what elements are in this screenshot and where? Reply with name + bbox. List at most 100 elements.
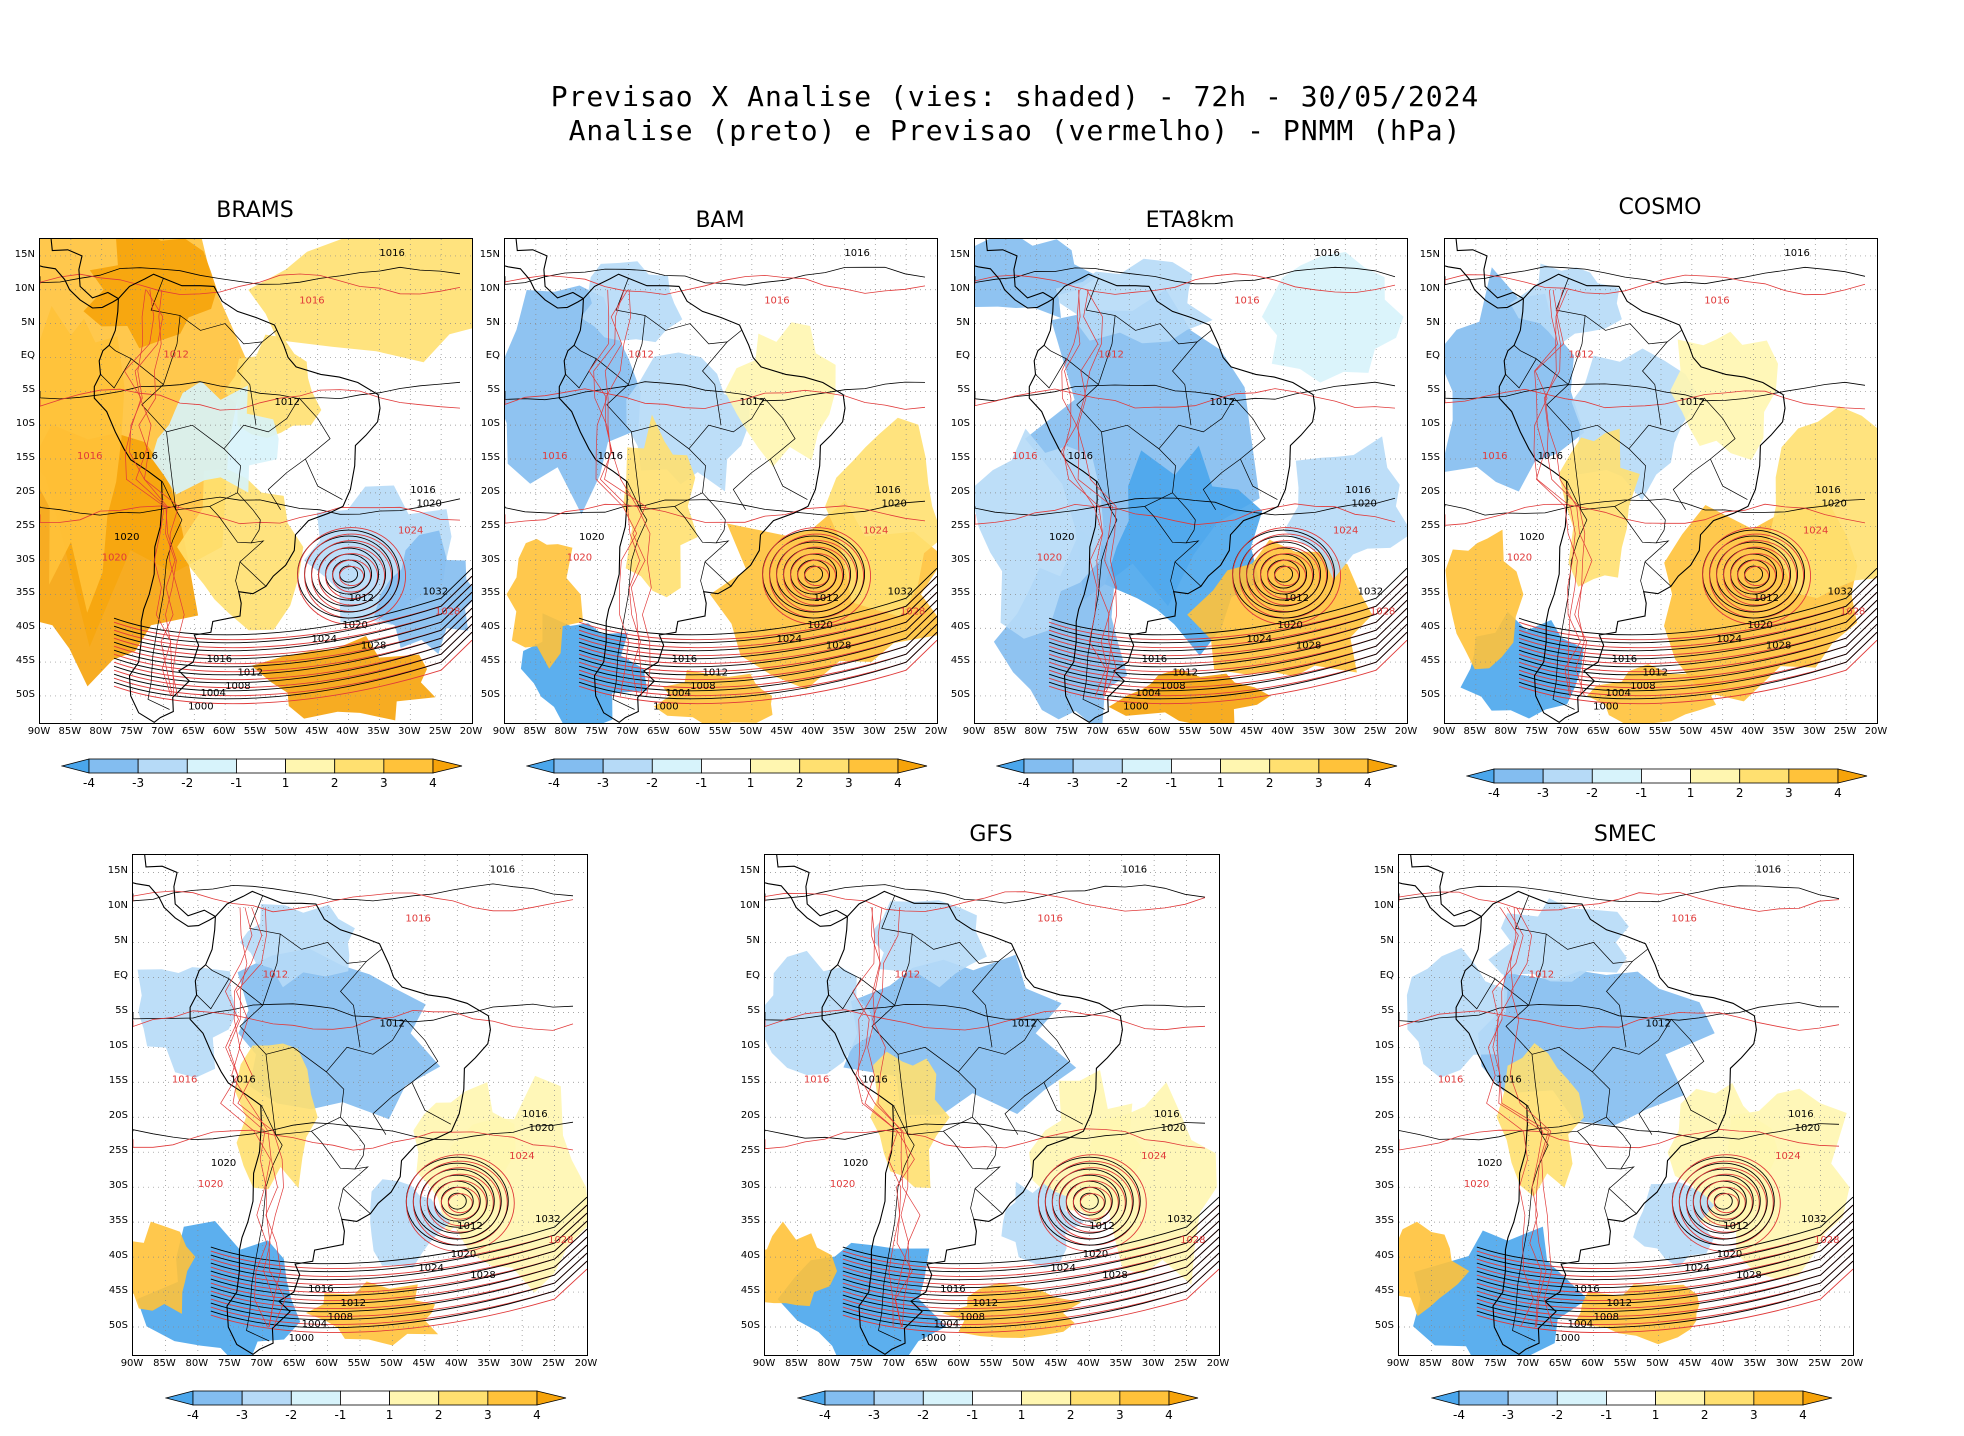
bias-area — [825, 417, 937, 617]
lat-tick-label: EQ — [485, 350, 500, 362]
lon-tick-label: 20W — [1840, 1358, 1864, 1369]
colorbar-label: -3 — [1067, 776, 1080, 790]
contour-label: 1024 — [1247, 634, 1272, 645]
lon-tick-label: 65W — [1548, 1358, 1572, 1369]
lat-tick-label: 15S — [740, 1075, 760, 1087]
colorbar-swatch — [602, 758, 653, 774]
lon-tick-label: 40W — [444, 1358, 468, 1369]
contour-label: 1016 — [1314, 248, 1339, 259]
colorbar-label: -4 — [187, 1408, 199, 1422]
colorbar-label: -4 — [1453, 1408, 1465, 1422]
lon-tick-label: 80W — [1451, 1358, 1475, 1369]
lat-tick-label: 35S — [950, 587, 970, 599]
contour-labels: 1016 1016 1012 1016 1020 1012 1020 1024 1016 1012… — [1438, 864, 1840, 1344]
colorbar-label: -2 — [1551, 1408, 1564, 1422]
contour-label: 1016 — [133, 451, 158, 462]
panel-title: BRAMS — [216, 198, 294, 223]
colorbar-swatch — [848, 758, 899, 774]
colorbar-swatch — [1556, 1390, 1607, 1406]
lon-tick-label: 60W — [677, 726, 701, 737]
colorbar-label: 2 — [795, 776, 804, 790]
contour-label: 1012 — [163, 349, 188, 360]
lon-tick-label: 85W — [785, 1358, 808, 1369]
contour-label: 1016 — [522, 1109, 547, 1120]
lon-tick-label: 55W — [708, 726, 732, 737]
contour-label: 1024 — [312, 634, 337, 645]
contour-label: 1028 — [1180, 1235, 1205, 1246]
lon-tick-label: 35W — [832, 726, 855, 737]
lon-tick-label: 90W — [492, 726, 516, 737]
bias-area — [765, 950, 873, 1075]
contour-label: 1020 — [342, 620, 367, 631]
bias-area — [724, 322, 836, 467]
lon-tick-label: 50W — [1646, 1358, 1669, 1369]
bias-area — [1727, 1088, 1850, 1280]
lat-tick-label: 15S — [480, 452, 500, 463]
contour-labels: 1016 1016 1012 1016 1020 1012 1020 1024 1016 1012… — [1012, 248, 1395, 713]
contour-labels: 1016 1016 1012 1016 1020 1012 1020 1024 1016 1012… — [1482, 248, 1865, 713]
contour-label: 1028 — [1102, 1270, 1127, 1281]
contour-label: 1032 — [423, 586, 448, 597]
contour-label: 1020 — [1821, 498, 1846, 509]
bias-shading — [505, 261, 937, 723]
colorbar-label: 1 — [1017, 1408, 1026, 1422]
lat-tick-label: 5N — [746, 935, 760, 947]
colorbar-swatch — [651, 758, 702, 774]
contour-label: 1016 — [1496, 1074, 1521, 1085]
contour-label: 1020 — [1507, 553, 1532, 564]
colorbar-swatch — [1542, 768, 1593, 784]
lon-tick-label: 40W — [1271, 726, 1294, 737]
lon-tick-label: 80W — [1024, 726, 1048, 737]
lon-tick-label: 75W — [217, 1358, 241, 1369]
andes-contours — [220, 907, 286, 1328]
contour-label: 1004 — [302, 1319, 327, 1330]
lon-tick-label: 20W — [459, 726, 483, 737]
colorbar-label: -2 — [917, 1408, 930, 1422]
contour-label: 1020 — [529, 1123, 554, 1134]
contour-label: 1000 — [921, 1333, 946, 1344]
lon-tick-label: 75W — [1483, 1358, 1507, 1369]
colorbar-label: 2 — [1700, 1408, 1709, 1422]
contour-label: 1020 — [1083, 1249, 1108, 1260]
contour-label: 1012 — [1680, 397, 1705, 408]
contour-label: 1024 — [863, 525, 888, 536]
coastline — [765, 855, 1123, 1355]
isobars — [1445, 266, 1877, 705]
lat-tick-label: 50S — [740, 1320, 760, 1332]
contour-label: 1020 — [843, 1158, 868, 1169]
lat-tick-label: 5S — [957, 384, 970, 396]
lon-tick-label: 35W — [477, 1358, 501, 1369]
colorbar-label: 4 — [1165, 1408, 1173, 1422]
andes-contours — [124, 289, 185, 697]
contour-label: 1012 — [1089, 1221, 1114, 1232]
lat-tick-label: 35S — [1374, 1215, 1394, 1227]
contour-label: 1016 — [1345, 485, 1370, 496]
lat-tick-label: 20S — [1420, 485, 1440, 497]
lat-tick-label: 5S — [1427, 384, 1440, 396]
contour-label: 1012 — [740, 397, 765, 408]
colorbar-label: -2 — [181, 776, 194, 790]
colorbar-swatch — [1655, 1390, 1706, 1406]
bias-area — [1670, 331, 1778, 460]
lat-tick-label: 50S — [950, 688, 970, 700]
lat-tick-label: EQ — [745, 970, 760, 982]
lat-tick-label: 40S — [15, 621, 35, 633]
lon-tick-label: 50W — [1679, 726, 1703, 737]
lon-tick-label: 70W — [1086, 726, 1109, 737]
contour-label: 1012 — [814, 593, 839, 604]
colorbar-swatch — [1070, 1390, 1121, 1406]
lat-tick-label: 10N — [1419, 282, 1440, 294]
bias-area — [151, 381, 279, 495]
lat-tick-label: 45S — [108, 1285, 128, 1297]
colorbar-swatch — [972, 1390, 1022, 1406]
isobars — [765, 884, 1219, 1333]
colorbar-label: 3 — [1785, 786, 1793, 800]
lat-tick-label: 30S — [950, 553, 970, 565]
contour-label: 1028 — [1814, 1235, 1839, 1246]
colorbar-label: -4 — [1488, 786, 1500, 800]
contour-label: 1020 — [114, 532, 139, 543]
lon-tick-label: 50W — [1012, 1358, 1035, 1369]
contour-label: 1016 — [1234, 295, 1259, 306]
contour-label: 1012 — [275, 397, 300, 408]
lon-tick-label: 45W — [305, 726, 329, 737]
